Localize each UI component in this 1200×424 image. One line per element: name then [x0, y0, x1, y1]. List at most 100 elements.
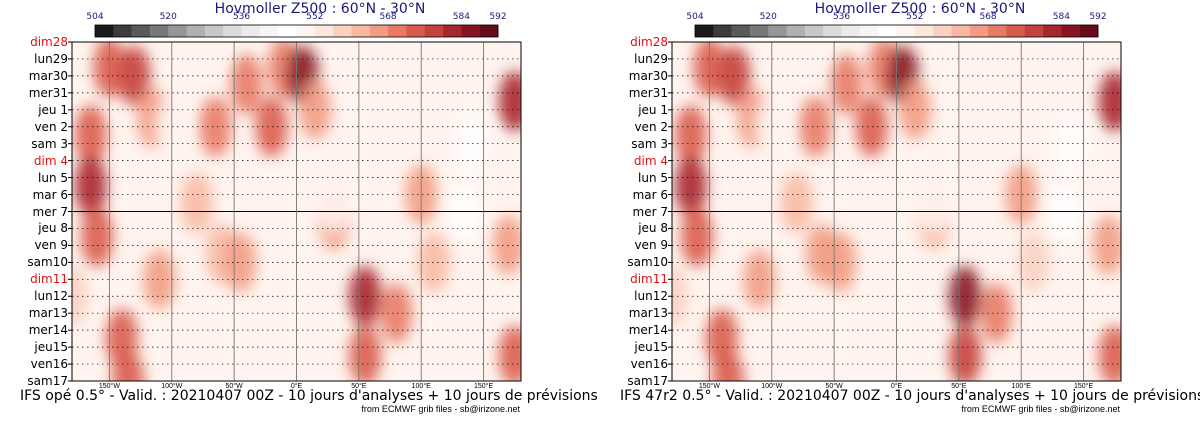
colorbar-bin: [914, 25, 934, 37]
y-tick-label: mar30: [28, 68, 68, 83]
colorbar-bin: [841, 25, 861, 37]
field-feature: [299, 79, 332, 140]
y-tick-label: dim28: [630, 35, 668, 49]
colorbar-bin: [351, 25, 371, 37]
x-tick-label: 0°E: [290, 383, 303, 390]
x-tick-label: 150°W: [698, 383, 720, 390]
y-tick-label: lun12: [634, 289, 668, 304]
colorbar-bin: [933, 25, 952, 37]
y-tick-label: mer 7: [632, 204, 668, 219]
colorbar-bin: [259, 25, 279, 37]
colorbar-tick-label: 584: [1052, 12, 1070, 22]
field-feature: [417, 232, 450, 293]
y-tick-label: mar 6: [632, 187, 668, 202]
colorbar-bin: [749, 25, 769, 37]
colorbar-bin: [296, 25, 316, 37]
colorbar-border: [94, 24, 499, 38]
field-feature: [143, 249, 176, 310]
field-feature: [112, 351, 145, 381]
field-feature: [1092, 215, 1121, 276]
y-tick-label: dim28: [30, 35, 68, 49]
field-feature: [743, 249, 776, 310]
colorbar-bin: [149, 25, 169, 37]
x-tick-label: 150°E: [1074, 383, 1094, 390]
hovmoller-panel-ifs-47r2: Hovmoller Z500 : 60°N - 30°N 504 520 536 552…: [600, 0, 1200, 424]
colorbar-bin: [241, 25, 261, 37]
y-tick-label: sam10: [27, 255, 68, 270]
colorbar-tick-label: 504: [686, 12, 704, 22]
colorbar-tick-label: 520: [759, 12, 777, 22]
y-tick-label: ven16: [30, 357, 68, 372]
x-tick-label: 50°W: [225, 383, 243, 390]
colorbar-bin: [731, 25, 751, 37]
y-tick-label: mar30: [628, 68, 668, 83]
colorbar-bin: [969, 25, 989, 37]
colorbar-bin: [951, 25, 971, 37]
field-feature: [74, 156, 107, 217]
y-tick-label: dim 4: [33, 153, 68, 168]
colorbar-bin: [804, 25, 824, 37]
y-tick-label: mer 7: [32, 204, 68, 219]
field-feature: [199, 96, 232, 157]
y-tick-label: dim11: [630, 272, 668, 287]
source-credit: from ECMWF grib files - sb@irizone.net: [961, 404, 1120, 414]
colorbar-bin: [168, 25, 187, 37]
field-feature: [1098, 325, 1121, 381]
field-feature: [830, 54, 863, 115]
x-tick-label: 100°W: [761, 383, 783, 390]
hovmoller-svg: [68, 24, 522, 382]
colorbar-bin: [786, 25, 806, 37]
colorbar-bin: [223, 25, 242, 37]
colorbar-tick-label: 584: [452, 12, 470, 22]
hovmoller-panel-ifs-ope: Hovmoller Z500 : 60°N - 30°N 504 520 536 552…: [20, 1, 598, 414]
field-feature: [492, 215, 521, 276]
colorbar-bin: [479, 25, 499, 37]
colorbar-bin: [406, 25, 426, 37]
chart-title: Hovmoller Z500 : 60°N - 30°N: [214, 1, 426, 17]
field-feature: [680, 206, 713, 267]
colorbar-bin: [1079, 25, 1099, 37]
y-tick-label: ven16: [630, 357, 668, 372]
y-tick-label: lun29: [634, 51, 668, 66]
field-feature: [1055, 113, 1088, 174]
field-feature: [718, 45, 751, 106]
field-feature: [674, 105, 707, 166]
colorbar-bin: [369, 25, 389, 37]
y-tick-label: ven 9: [634, 238, 668, 253]
x-tick-label: 150°E: [474, 383, 494, 390]
colorbar-bin: [859, 25, 879, 37]
colorbar-bin: [443, 25, 462, 37]
field-feature: [1098, 71, 1121, 132]
plot-frame: [71, 41, 522, 382]
y-tick-label: jeu 8: [638, 221, 668, 236]
x-tick-label: 100°E: [1011, 383, 1031, 390]
field-feature: [780, 173, 813, 234]
y-tick-label: lun 5: [638, 170, 668, 185]
field-feature: [824, 232, 857, 293]
colorbar-tick-label: 568: [379, 12, 397, 22]
x-tick-label: 100°E: [411, 383, 431, 390]
field-feature: [180, 173, 213, 234]
field-feature: [72, 266, 88, 327]
y-tick-label: lun29: [34, 51, 68, 66]
x-tick-label: 50°E: [351, 383, 367, 390]
colorbar-tick-label: 552: [306, 12, 324, 22]
colorbar-bin: [186, 25, 206, 37]
colorbar-bin: [878, 25, 897, 37]
y-tick-label: mar13: [628, 306, 668, 321]
chart-title: Hovmoller Z500 : 60°N - 30°N: [814, 1, 1026, 17]
field-feature: [855, 96, 888, 157]
colorbar-tick-label: 552: [906, 12, 924, 22]
y-tick-label: mer14: [28, 323, 68, 338]
y-tick-label: mer31: [628, 85, 668, 100]
y-tick-label: mar 6: [32, 187, 68, 202]
field-feature: [498, 325, 521, 381]
field-feature: [349, 325, 382, 381]
x-tick-label: 150°W: [98, 383, 120, 390]
colorbar-bin: [896, 25, 916, 37]
y-tick-label: jeu15: [634, 340, 668, 355]
colorbar-bin: [695, 25, 714, 37]
field-feature: [80, 206, 113, 267]
field-feature: [799, 96, 832, 157]
field-feature: [118, 45, 151, 106]
